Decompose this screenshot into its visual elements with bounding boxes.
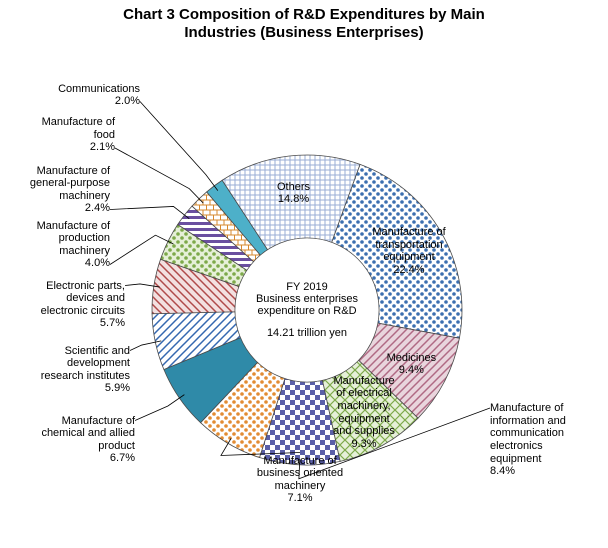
chart-title: Chart 3 Composition of R&D Expenditures … bbox=[0, 6, 608, 42]
